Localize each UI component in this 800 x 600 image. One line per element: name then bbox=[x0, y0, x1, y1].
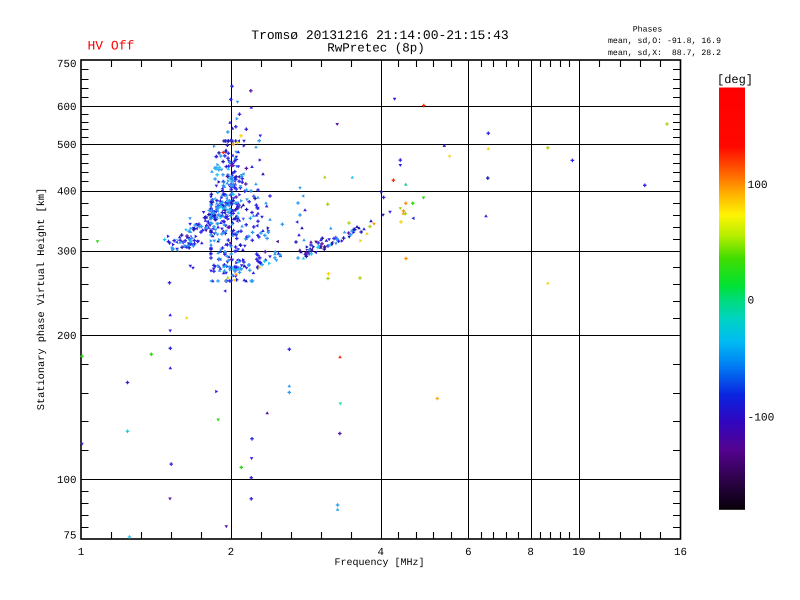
svg-text:mean, sd,O: -91.8, 16.9: mean, sd,O: -91.8, 16.9 bbox=[608, 37, 721, 46]
svg-text:100: 100 bbox=[57, 475, 76, 487]
svg-text:-100: -100 bbox=[748, 413, 775, 425]
svg-text:2: 2 bbox=[228, 547, 234, 559]
svg-text:100: 100 bbox=[748, 180, 768, 192]
svg-text:0: 0 bbox=[748, 295, 755, 307]
svg-text:10: 10 bbox=[572, 547, 585, 559]
svg-text:[deg]: [deg] bbox=[717, 73, 753, 87]
svg-text:HV Off: HV Off bbox=[88, 39, 135, 54]
svg-text:500: 500 bbox=[57, 140, 76, 152]
svg-text:750: 750 bbox=[57, 59, 76, 71]
svg-text:4: 4 bbox=[378, 547, 384, 559]
svg-text:16: 16 bbox=[674, 547, 687, 559]
svg-text:Tromsø 20131216 21:14:00-21:15: Tromsø 20131216 21:14:00-21:15:43 bbox=[251, 28, 508, 43]
svg-text:mean, sd,X: 88.7, 28.2: mean, sd,X: 88.7, 28.2 bbox=[608, 49, 721, 58]
svg-text:300: 300 bbox=[57, 246, 76, 258]
svg-text:Frequency [MHz]: Frequency [MHz] bbox=[334, 557, 424, 569]
svg-text:Stationary phase Virtual Heigh: Stationary phase Virtual Height [km] bbox=[36, 188, 48, 410]
svg-text:200: 200 bbox=[57, 331, 76, 343]
svg-text:8: 8 bbox=[527, 547, 533, 559]
svg-text:600: 600 bbox=[57, 102, 76, 114]
svg-text:Phases: Phases bbox=[633, 26, 663, 35]
svg-text:RwPretec (8p): RwPretec (8p) bbox=[327, 41, 425, 55]
svg-text:75: 75 bbox=[64, 530, 77, 542]
svg-text:6: 6 bbox=[465, 547, 471, 559]
svg-text:400: 400 bbox=[57, 187, 76, 199]
svg-text:1: 1 bbox=[78, 547, 84, 559]
